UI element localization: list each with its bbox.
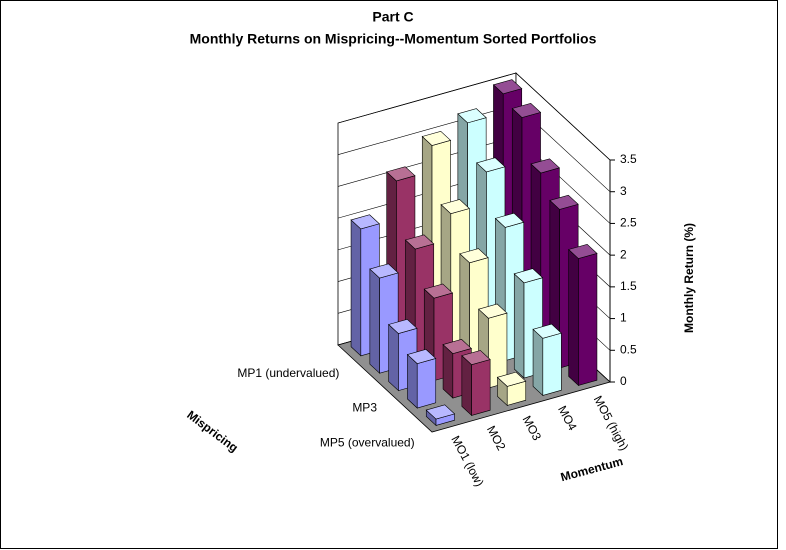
y-tick-label: 3 [620, 184, 627, 198]
y-tick-label: 3.5 [620, 152, 637, 166]
bar-top [388, 318, 418, 334]
bar-top [476, 157, 506, 173]
bar-side [568, 248, 579, 387]
bar-top [442, 339, 472, 354]
bar [478, 303, 508, 389]
bar-top [404, 234, 435, 250]
bar-top [530, 158, 560, 174]
bar-front [416, 358, 437, 409]
bar-top [532, 323, 562, 339]
bar-top [350, 214, 380, 230]
grid-line [337, 72, 517, 124]
y-tick-label: 0 [620, 374, 627, 388]
bar [496, 371, 527, 407]
bar-top [549, 194, 579, 210]
y-tick-label: 1.5 [620, 279, 637, 293]
bar-top [423, 283, 454, 299]
bar-side [532, 328, 544, 397]
depth-tick-label: MP1 (undervalued) [237, 366, 339, 380]
bar-front [578, 252, 598, 386]
y-tick-label: 2 [620, 247, 627, 261]
y-tick-label: 0.5 [620, 342, 637, 356]
chart-subtitle: Monthly Returns on Mispricing--Momentum … [190, 31, 597, 47]
depth-tick-label: MP5 (overvalued) [320, 435, 415, 449]
bar [425, 404, 456, 427]
depth-tick-label: MP3 [352, 401, 377, 415]
bar-top [406, 349, 437, 364]
bar-front [542, 332, 562, 396]
bar [568, 243, 598, 387]
bar-top [494, 212, 525, 228]
bar-top [496, 371, 527, 387]
bar-top [386, 166, 416, 182]
bar-top [492, 79, 523, 95]
bar-top [457, 108, 487, 124]
bar-front [471, 359, 491, 416]
bar-top [461, 350, 491, 366]
bar [406, 349, 437, 409]
bar [461, 350, 491, 417]
y-axis-title: Monthly Return (%) [682, 223, 696, 333]
y-tick-label: 2.5 [620, 216, 637, 230]
grid-line [337, 104, 517, 156]
bar-top [513, 268, 544, 284]
bar-top [568, 243, 598, 259]
bar-top [478, 303, 508, 319]
chart-title: Part C [372, 9, 413, 25]
bar-side [350, 219, 362, 357]
bar-top [459, 248, 489, 264]
grid-line [515, 72, 611, 161]
bar [532, 323, 562, 397]
bar-side [461, 354, 472, 417]
bar-side [513, 273, 525, 379]
bar-top [421, 130, 452, 146]
bar-side [369, 268, 380, 374]
bar-top [511, 102, 542, 118]
y-tick-label: 1 [620, 311, 627, 325]
bar-top [440, 199, 470, 215]
bar-side [388, 323, 399, 392]
bar-top [425, 404, 456, 420]
bar-top [369, 263, 399, 279]
